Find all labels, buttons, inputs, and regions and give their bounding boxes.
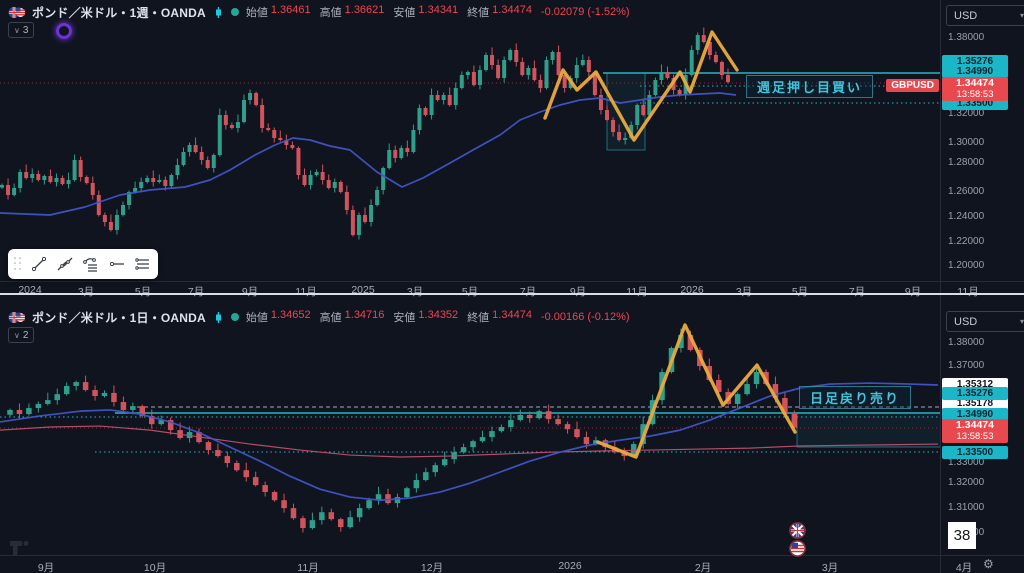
- market-status-icon: [230, 8, 239, 16]
- change-readout: -0.00166 (-0.12%): [540, 311, 630, 323]
- ohlc-readout: 始値 1.34652 高値 1.34716 安値 1.34352 終値 1.34474 …: [245, 309, 630, 324]
- extended-line-tool-button[interactable]: [53, 252, 76, 276]
- parallel-lines-icon: [134, 258, 149, 270]
- top-time-axis-border: [0, 281, 1024, 282]
- horizontal-ray-tool-button[interactable]: [105, 252, 128, 276]
- timezone-settings-icon[interactable]: ⚙: [983, 557, 994, 571]
- count-badge[interactable]: 38: [948, 522, 976, 549]
- parallel-lines-tool-button[interactable]: [131, 252, 154, 276]
- tradingview-watermark: [10, 541, 29, 555]
- daily-collapse-badge[interactable]: ∨ 2: [8, 327, 35, 343]
- weekly-buy-note[interactable]: 週足押し目買い: [746, 75, 874, 98]
- alert-pulse-icon[interactable]: [56, 23, 72, 39]
- chevron-down-icon: ∨: [14, 330, 20, 340]
- us-event-flag-icon[interactable]: [789, 540, 806, 557]
- weekly-chart-legend[interactable]: ポンド／米ドル・1週・OANDA 始値 1.36461 高値 1.36621 安値 1…: [8, 4, 630, 20]
- drag-handle[interactable]: [14, 257, 22, 271]
- daily-sell-note[interactable]: 日足戻り売り: [799, 386, 912, 409]
- symbol-price-tag: GBPUSD: [886, 79, 939, 92]
- price-scale-border: [940, 0, 941, 573]
- chevron-down-icon: ▾: [1019, 11, 1024, 20]
- multi-point-line-icon: [82, 258, 97, 272]
- change-readout: -0.02079 (-1.52%): [540, 6, 630, 18]
- chart-type-icon: [215, 6, 221, 18]
- gb-event-flag-icon[interactable]: [789, 522, 806, 539]
- pane-separator-handle[interactable]: [0, 293, 1024, 295]
- weekly-currency-select[interactable]: USD ▾: [946, 5, 1024, 26]
- chevron-down-icon: ▾: [1019, 317, 1024, 326]
- symbol-flags-icon: [8, 311, 25, 323]
- horizontal-ray-icon: [109, 261, 124, 267]
- drawing-toolbar: [8, 249, 158, 279]
- symbol-flags-icon: [8, 6, 25, 18]
- trend-line-tool-button[interactable]: [27, 252, 50, 276]
- chevron-down-icon: ∨: [14, 25, 20, 35]
- pane-0: [0, 27, 940, 240]
- market-status-icon: [230, 313, 239, 321]
- extended-line-icon: [57, 257, 72, 271]
- trend-line-icon: [31, 256, 46, 272]
- pane-1: [0, 323, 940, 533]
- ohlc-readout: 始値 1.36461 高値 1.36621 安値 1.34341 終値 1.34474 …: [245, 4, 630, 19]
- daily-currency-select[interactable]: USD ▾: [946, 311, 1024, 332]
- multi-point-line-tool-button[interactable]: [79, 252, 102, 276]
- symbol-title: ポンド／米ドル・1日・OANDA: [32, 310, 206, 325]
- symbol-title: ポンド／米ドル・1週・OANDA: [32, 5, 206, 20]
- chart-type-icon: [215, 311, 221, 323]
- weekly-collapse-badge[interactable]: ∨ 3: [8, 22, 35, 38]
- daily-chart-legend[interactable]: ポンド／米ドル・1日・OANDA 始値 1.34652 高値 1.34716 安値 1…: [8, 309, 630, 325]
- bottom-time-axis-border: [0, 555, 1024, 556]
